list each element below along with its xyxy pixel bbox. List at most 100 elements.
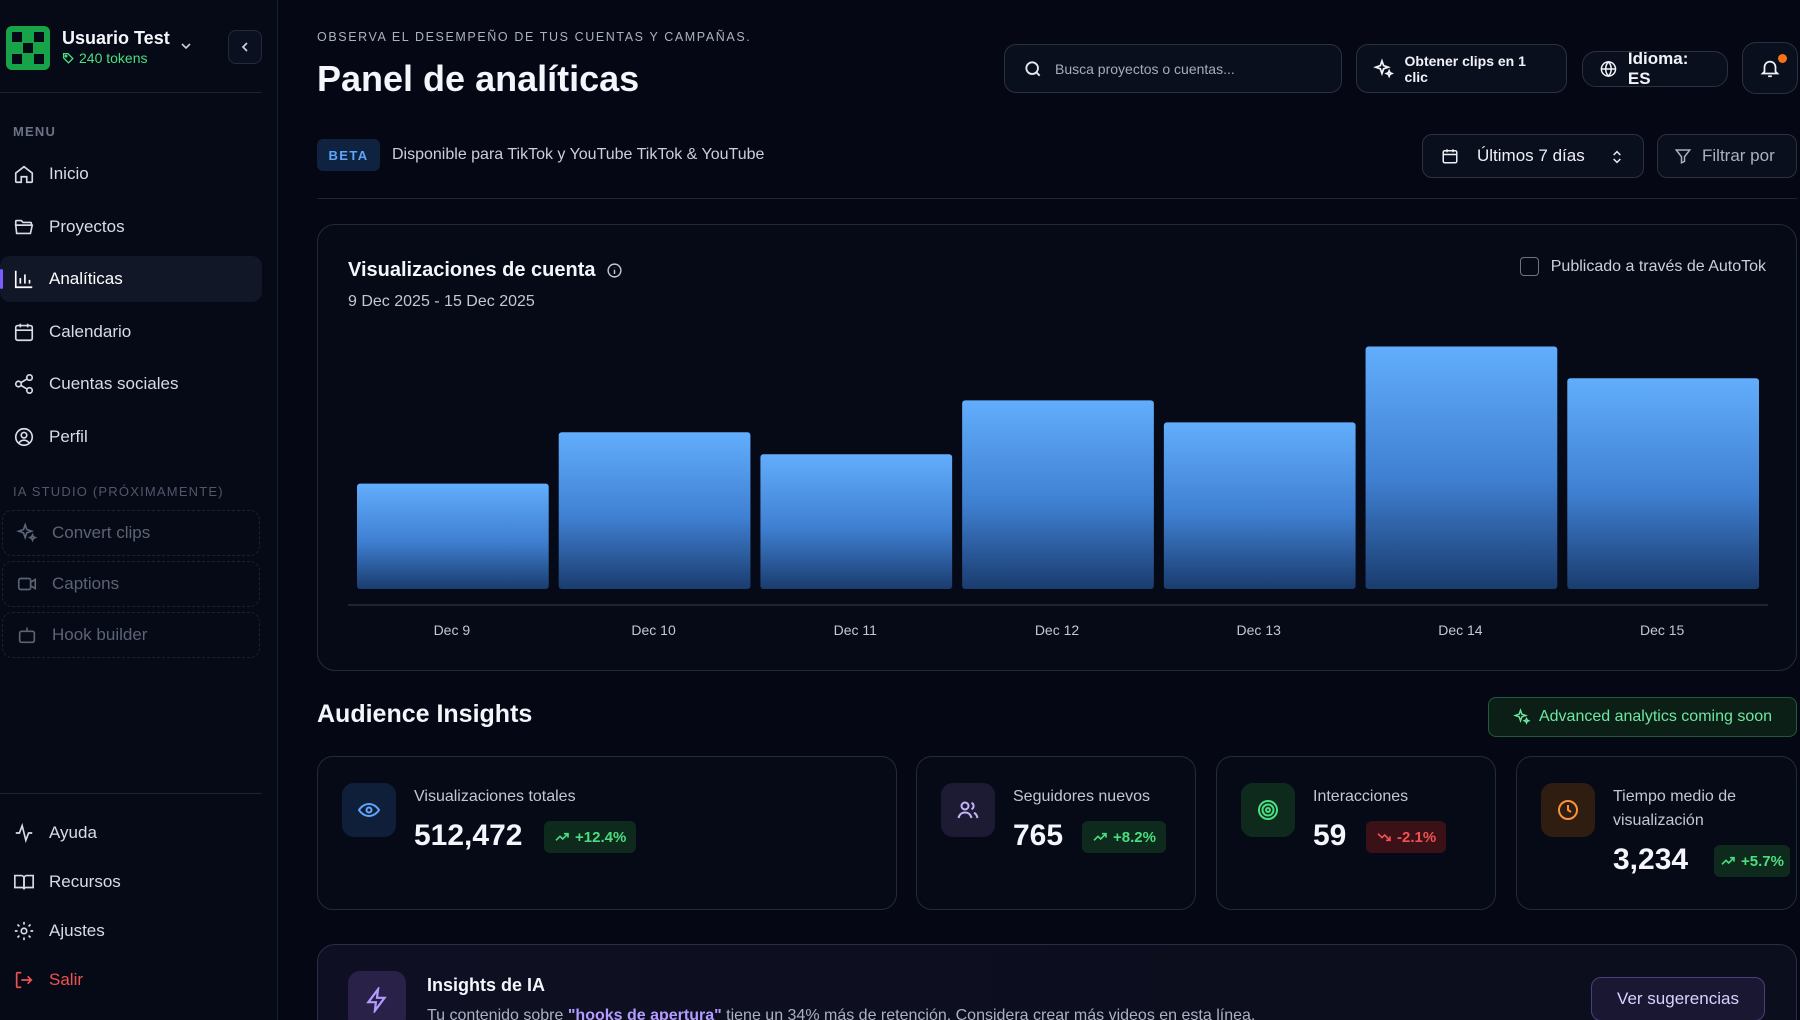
header-divider [317,198,1797,199]
users-icon [957,801,979,819]
chart-bar[interactable] [1163,422,1356,589]
chart-date-range: 9 Dec 2025 - 15 Dec 2025 [348,293,535,310]
chart-bar[interactable] [1567,378,1759,589]
sidebar-item-label: Inicio [49,164,89,183]
stat-delta: +5.7% [1714,845,1790,877]
stat-delta-value: +8.2% [1113,828,1156,846]
x-tick-label: Dec 10 [631,622,676,638]
autotok-checkbox[interactable] [1519,257,1539,276]
video-icon [17,577,37,591]
trend-up-icon [555,832,569,841]
sidebar-item-label: Captions [52,574,120,593]
sidebar-item-proyectos[interactable]: Proyectos [0,204,262,250]
stat-delta-value: +12.4% [575,828,627,846]
stat-value: 765 [1013,819,1064,852]
token-count: 240 tokens [79,50,148,66]
ai-insights-text: Tu contenido sobre "hooks de apertura" t… [427,1007,1255,1020]
advanced-analytics-label: Advanced analytics coming soon [1538,708,1773,725]
search-box[interactable] [1004,44,1342,93]
sidebar-item-label: Ayuda [49,823,97,842]
stat-icon-box [342,783,396,837]
stat-value: 59 [1313,819,1347,852]
sidebar-item-label: Proyectos [49,217,125,236]
x-tick-label: Dec 9 [434,622,471,638]
sidebar-item-ajustes[interactable]: Ajustes [0,908,262,954]
notification-dot [1778,54,1787,63]
ai-text-before: Tu contenido sobre [427,1007,568,1020]
x-tick-label: Dec 13 [1237,622,1282,638]
activity-icon [15,822,33,844]
sidebar-item-analiticas[interactable]: Analíticas [0,256,262,302]
ai-text-after: tiene un 34% más de retención. Considera… [721,1007,1256,1020]
stat-delta-value: -2.1% [1397,828,1437,846]
collapse-sidebar-button[interactable] [228,30,262,64]
eye-icon [357,802,381,818]
tag-icon [62,52,74,64]
stat-card-avg-watch-time: Tiempo medio de visualización 3,234 +5.7… [1516,756,1797,910]
stat-icon-box [1541,783,1595,837]
ai-icon-box [348,971,406,1020]
stat-label: Interacciones [1313,788,1409,805]
trend-down-icon [1377,833,1391,842]
globe-icon [1600,60,1617,78]
stat-card-interactions: Interacciones 59 -2.1% [1216,756,1496,910]
sidebar-divider [0,92,262,93]
search-input[interactable] [1055,60,1325,77]
account-views-chart: Dec 9 Dec 10 Dec 11 Dec 12 Dec 13 Dec 14 Dec 1… [348,346,1768,638]
gear-icon [14,921,34,941]
advanced-analytics-badge: Advanced analytics coming soon [1488,697,1797,737]
sidebar-item-inicio[interactable]: Inicio [0,151,262,197]
stat-icon-box [1241,783,1295,837]
sidebar-item-cuentas-sociales[interactable]: Cuentas sociales [0,361,262,407]
sidebar-item-label: Perfil [49,427,88,446]
sidebar-item-perfil[interactable]: Perfil [0,414,262,460]
home-icon [14,165,34,184]
chart-bar[interactable] [357,483,549,589]
filter-icon [1674,149,1692,164]
sidebar-item-label: Ajustes [49,921,105,940]
chart-bar[interactable] [1365,346,1558,589]
sidebar-item-calendario[interactable]: Calendario [0,309,262,355]
avatar [6,26,50,70]
sidebar-item-captions: Captions [2,561,260,607]
language-button[interactable]: Idioma: ES [1582,49,1728,88]
sidebar-item-label: Cuentas sociales [49,374,179,393]
date-range-select[interactable]: Últimos 7 días [1422,134,1644,178]
bar-chart-icon [14,270,33,289]
sidebar-item-recursos[interactable]: Recursos [0,859,262,905]
filter-button[interactable]: Filtrar por [1657,134,1797,178]
audience-insights-title: Audience Insights [317,700,533,728]
studio-section-label: IA STUDIO (PRÓXIMAMENTE) [13,484,224,499]
calendar-icon [1442,149,1458,164]
sidebar-item-label: Calendario [49,322,132,341]
view-suggestions-button[interactable]: Ver sugerencias [1591,977,1765,1020]
user-menu[interactable]: Usuario Test 240 tokens [0,0,278,94]
info-icon[interactable] [606,262,623,279]
sparkles-icon [1373,57,1395,78]
menu-section-label: MENU [13,124,57,139]
notifications-button[interactable] [1742,42,1798,94]
ai-insights-card: Insights de IA Tu contenido sobre "hooks… [317,944,1797,1020]
sparkles-icon [16,522,38,543]
sidebar-item-ayuda[interactable]: Ayuda [0,810,262,856]
folder-icon [14,219,34,235]
sidebar-divider [0,793,262,794]
bot-icon [18,627,36,644]
chart-bar[interactable] [760,454,953,589]
book-icon [14,874,34,890]
sparkles-icon [1513,708,1531,725]
target-icon [1258,800,1278,820]
lightning-icon [366,987,387,1013]
stat-icon-box [941,783,995,837]
chart-bar[interactable] [558,432,751,589]
stat-card-total-views: Visualizaciones totales 512,472 +12.4% [317,756,897,910]
sidebar-item-label: Convert clips [52,523,151,542]
user-circle-icon [14,427,34,447]
stat-label: Tiempo medio de visualización [1613,788,1737,829]
get-clips-button[interactable]: Obtener clips en 1 clic [1356,44,1567,93]
autotok-filter[interactable]: Publicado a través de AutoTok [1519,257,1766,276]
stat-delta-value: +5.7% [1741,852,1784,870]
sidebar-item-salir[interactable]: Salir [0,957,262,1003]
chart-bar[interactable] [962,400,1154,589]
stat-value: 512,472 [414,819,523,852]
